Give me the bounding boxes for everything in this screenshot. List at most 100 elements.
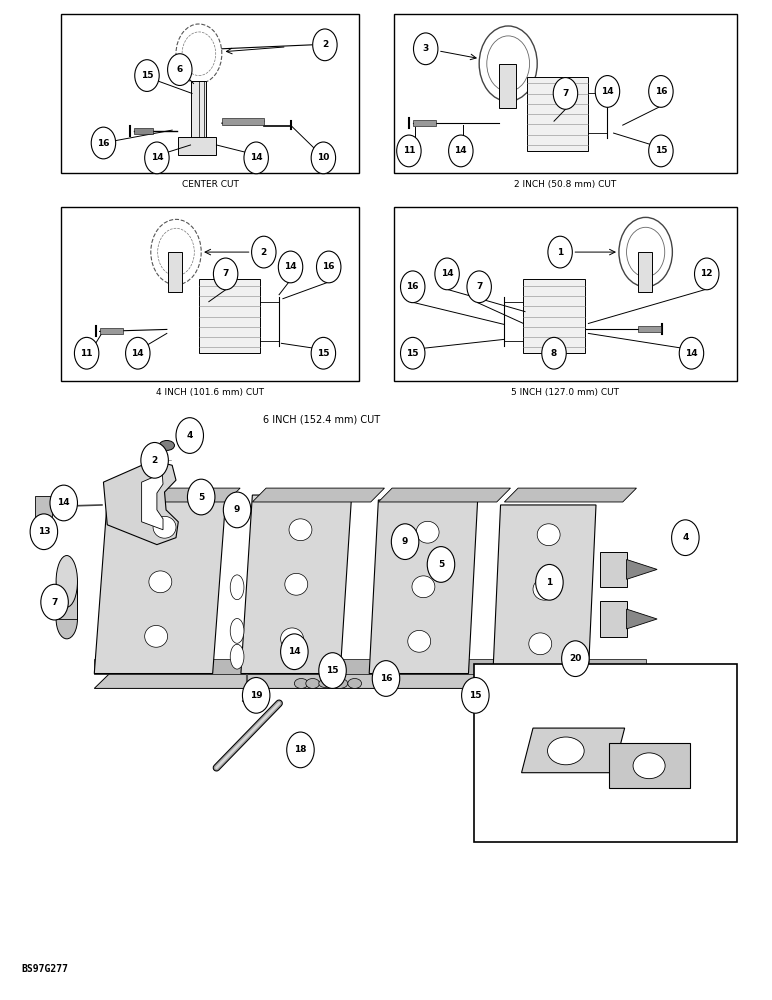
Text: 9: 9 (234, 505, 240, 514)
Ellipse shape (56, 599, 77, 639)
Text: 15: 15 (469, 691, 482, 700)
Circle shape (252, 236, 276, 268)
Circle shape (141, 442, 168, 478)
Ellipse shape (537, 524, 560, 546)
Circle shape (91, 127, 116, 159)
Circle shape (562, 641, 589, 677)
Text: 15: 15 (141, 71, 153, 80)
Bar (56, 581, 77, 619)
Bar (178, 137, 216, 155)
Text: 15: 15 (655, 146, 667, 155)
Text: 1: 1 (557, 248, 564, 257)
Circle shape (595, 76, 620, 107)
Circle shape (554, 78, 577, 109)
Polygon shape (627, 560, 657, 579)
Text: 16: 16 (655, 87, 667, 96)
Bar (134, 128, 153, 134)
Text: 20: 20 (569, 654, 581, 663)
Circle shape (397, 135, 422, 167)
Text: 14: 14 (686, 349, 698, 358)
Ellipse shape (529, 633, 552, 655)
Polygon shape (504, 488, 636, 502)
Circle shape (401, 271, 425, 303)
Text: 16: 16 (380, 674, 392, 683)
Text: 14: 14 (441, 269, 453, 278)
Text: 15: 15 (317, 349, 330, 358)
Bar (62, 14, 359, 173)
Text: CENTER CUT: CENTER CUT (182, 180, 239, 189)
Text: 9: 9 (402, 537, 408, 546)
Circle shape (648, 76, 673, 107)
Text: 5: 5 (438, 560, 444, 569)
Circle shape (126, 337, 150, 369)
Bar (199, 279, 260, 353)
Ellipse shape (230, 575, 244, 600)
Ellipse shape (144, 625, 168, 647)
Bar (35, 496, 52, 520)
Circle shape (317, 251, 341, 283)
Text: 11: 11 (403, 146, 415, 155)
Ellipse shape (159, 440, 174, 450)
Circle shape (188, 479, 215, 515)
Bar (638, 252, 652, 292)
Ellipse shape (153, 516, 176, 538)
Circle shape (311, 142, 336, 174)
Polygon shape (609, 743, 689, 788)
Circle shape (311, 337, 336, 369)
Circle shape (223, 492, 251, 528)
Circle shape (542, 337, 566, 369)
Circle shape (168, 54, 192, 85)
Ellipse shape (149, 571, 172, 593)
Ellipse shape (294, 678, 308, 688)
Bar (62, 207, 359, 381)
Text: 7: 7 (222, 269, 229, 278)
Text: 6 INCH (152.4 mm) CUT: 6 INCH (152.4 mm) CUT (262, 415, 380, 425)
Polygon shape (252, 488, 384, 502)
Circle shape (280, 634, 308, 670)
Text: 8: 8 (551, 349, 557, 358)
Polygon shape (369, 500, 478, 674)
Ellipse shape (306, 678, 320, 688)
Circle shape (449, 135, 473, 167)
Circle shape (313, 29, 337, 61)
Bar (527, 77, 588, 151)
Circle shape (679, 337, 704, 369)
Text: 7: 7 (562, 89, 569, 98)
Ellipse shape (547, 737, 584, 765)
Text: 5: 5 (198, 493, 205, 502)
Circle shape (536, 564, 563, 600)
Text: 15: 15 (327, 666, 339, 675)
Ellipse shape (331, 678, 348, 688)
Circle shape (391, 524, 419, 560)
Polygon shape (94, 490, 226, 674)
Text: 4: 4 (187, 431, 193, 440)
Text: 14: 14 (131, 349, 144, 358)
Circle shape (244, 142, 269, 174)
Text: 10: 10 (317, 153, 330, 162)
Circle shape (135, 60, 159, 91)
Text: 2: 2 (322, 40, 328, 49)
Text: 4: 4 (682, 533, 689, 542)
Circle shape (372, 661, 400, 696)
Circle shape (467, 271, 492, 303)
Bar (100, 328, 123, 334)
Circle shape (435, 258, 459, 290)
Polygon shape (378, 488, 510, 502)
Text: 13: 13 (38, 527, 50, 536)
Text: 18: 18 (294, 745, 306, 754)
Text: BS97G277: BS97G277 (21, 964, 68, 974)
Text: 15: 15 (407, 349, 419, 358)
Ellipse shape (230, 644, 244, 669)
Circle shape (648, 135, 673, 167)
Bar (474, 664, 737, 842)
Polygon shape (94, 674, 645, 688)
Ellipse shape (408, 630, 431, 652)
Ellipse shape (319, 679, 331, 687)
Text: 3: 3 (422, 44, 428, 53)
Ellipse shape (289, 519, 312, 541)
Text: 14: 14 (284, 262, 297, 271)
Text: 16: 16 (323, 262, 335, 271)
Circle shape (41, 584, 68, 620)
Text: 2: 2 (151, 456, 157, 465)
Circle shape (427, 547, 455, 582)
